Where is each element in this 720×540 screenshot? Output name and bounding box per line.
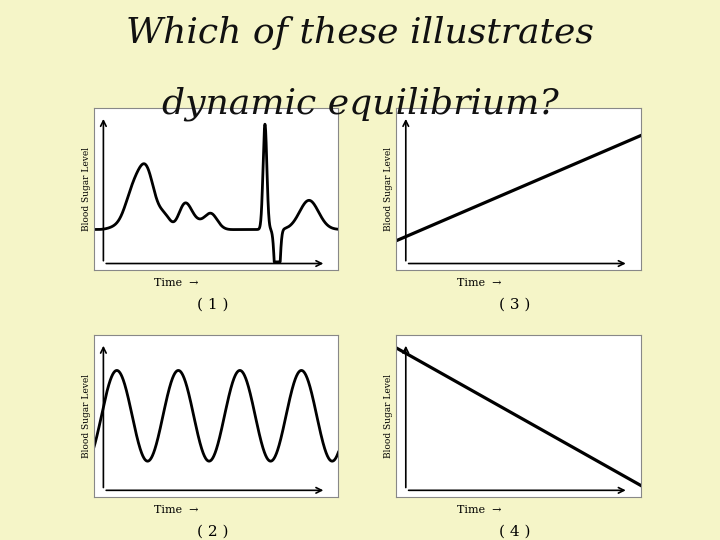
Text: Time  →: Time → xyxy=(154,505,199,515)
Text: ( 4 ): ( 4 ) xyxy=(499,525,531,539)
Text: dynamic equilibrium?: dynamic equilibrium? xyxy=(161,86,559,121)
Text: Time  →: Time → xyxy=(154,279,199,288)
Text: Time  →: Time → xyxy=(456,279,501,288)
Y-axis label: Blood Sugar Level: Blood Sugar Level xyxy=(384,374,393,458)
Y-axis label: Blood Sugar Level: Blood Sugar Level xyxy=(82,147,91,231)
Y-axis label: Blood Sugar Level: Blood Sugar Level xyxy=(384,147,393,231)
Text: ( 1 ): ( 1 ) xyxy=(197,298,228,312)
Text: ( 2 ): ( 2 ) xyxy=(197,525,228,539)
Y-axis label: Blood Sugar Level: Blood Sugar Level xyxy=(82,374,91,458)
Text: Which of these illustrates: Which of these illustrates xyxy=(126,16,594,50)
Text: ( 3 ): ( 3 ) xyxy=(499,298,531,312)
Text: Time  →: Time → xyxy=(456,505,501,515)
